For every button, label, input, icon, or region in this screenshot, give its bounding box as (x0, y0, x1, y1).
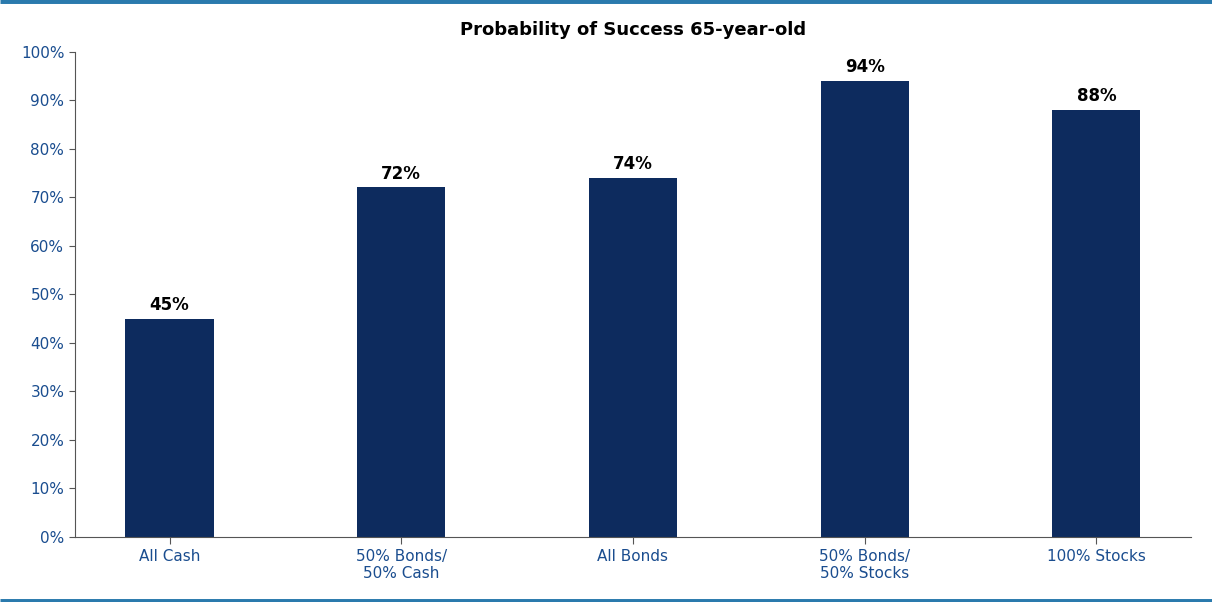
Text: 74%: 74% (613, 155, 653, 173)
Bar (1052, 110, 1140, 537)
Text: 45%: 45% (149, 296, 189, 314)
Text: 88%: 88% (1076, 87, 1116, 105)
Text: 94%: 94% (845, 58, 885, 76)
Text: 72%: 72% (382, 164, 422, 182)
Bar (821, 81, 909, 537)
Bar (126, 318, 213, 537)
Bar (589, 178, 678, 537)
Title: Probability of Success 65-year-old: Probability of Success 65-year-old (459, 21, 806, 39)
Bar (358, 187, 445, 537)
